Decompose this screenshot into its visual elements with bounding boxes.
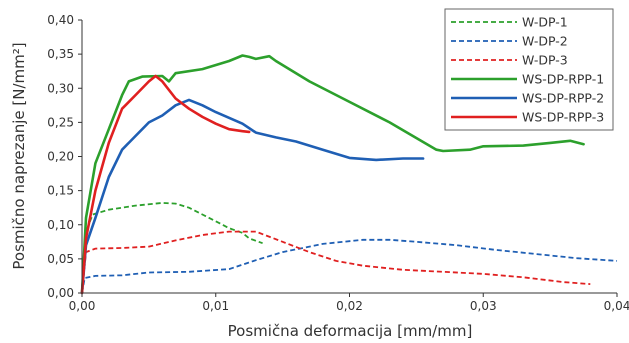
series-line-ws-dp-rpp-1 — [80, 54, 585, 295]
y-tick-label: 0,35 — [47, 47, 74, 61]
y-tick-label: 0,05 — [47, 252, 74, 266]
series-line-ws-dp-rpp-2 — [80, 98, 425, 295]
legend: W-DP-1 W-DP-2 W-DP-3 WS-DP-RPP-1 WS-DP-RPP-2… — [444, 8, 614, 131]
series-line-ws-dp-rpp-3 — [80, 74, 251, 295]
y-tick-label: 0,40 — [47, 13, 74, 27]
x-tick-label: 0,03 — [470, 299, 497, 313]
legend-entry: W-DP-1 — [522, 15, 568, 30]
plot-area — [80, 54, 618, 295]
y-ticks: 0,00 0,05 0,10 0,15 0,20 0,25 0,30 0,35 0,40 — [47, 13, 82, 300]
y-tick-label: 0,25 — [47, 115, 74, 129]
series-line-w-dp-2 — [81, 238, 618, 294]
series-line-w-dp-1 — [81, 202, 263, 294]
y-tick-label: 0,15 — [47, 184, 74, 198]
x-tick-label: 0,02 — [336, 299, 363, 313]
legend-entry: WS-DP-RPP-2 — [522, 91, 604, 106]
legend-entry: W-DP-2 — [522, 34, 568, 49]
x-ticks: 0,00 0,01 0,02 0,03 0,04 — [69, 293, 629, 313]
y-tick-label: 0,10 — [47, 218, 74, 232]
y-tick-label: 0,00 — [47, 286, 74, 300]
x-tick-label: 0,01 — [202, 299, 229, 313]
legend-entry: WS-DP-RPP-3 — [522, 110, 604, 125]
series-line-w-dp-3 — [81, 230, 591, 294]
legend-entry: WS-DP-RPP-1 — [522, 72, 604, 87]
x-axis-label: Posmična deformacija [mm/mm] — [228, 322, 473, 340]
y-axis-label: Posmično naprezanje [N/mm²] — [10, 42, 28, 269]
y-tick-label: 0,20 — [47, 150, 74, 164]
x-tick-label: 0,00 — [69, 299, 96, 313]
legend-box — [444, 8, 614, 131]
legend-entry: W-DP-3 — [522, 53, 568, 68]
y-tick-label: 0,30 — [47, 81, 74, 95]
x-tick-label: 0,04 — [604, 299, 629, 313]
